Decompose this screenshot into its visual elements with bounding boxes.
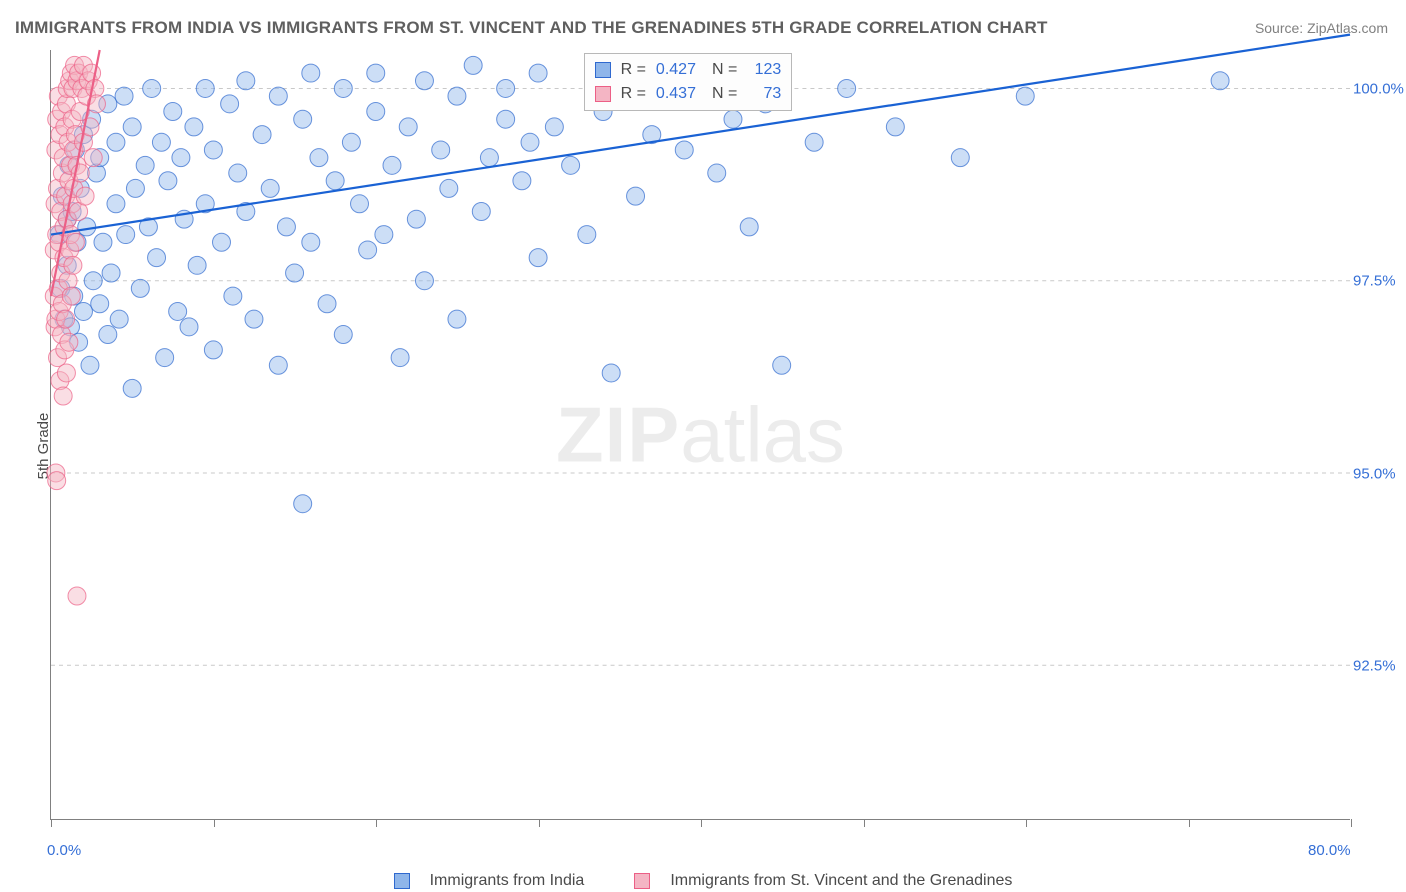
x-tick: [539, 819, 540, 827]
legend-bottom-label-0: Immigrants from India: [430, 872, 585, 890]
legend-r-label-0: R =: [621, 61, 646, 79]
legend-stats-box: R = 0.427 N = 123 R = 0.437 N = 73: [584, 53, 793, 111]
x-axis-max-label: 80.0%: [1308, 842, 1351, 859]
x-tick: [51, 819, 52, 827]
x-axis-min-label: 0.0%: [47, 842, 81, 859]
x-tick: [214, 819, 215, 827]
legend-r-label-1: R =: [621, 85, 646, 103]
x-tick: [1351, 819, 1352, 827]
legend-swatch-0: [595, 62, 611, 78]
y-tick-label: 100.0%: [1353, 80, 1406, 97]
plot-svg: [51, 50, 1350, 819]
legend-n-label-1: N =: [712, 85, 737, 103]
legend-bottom: Immigrants from India Immigrants from St…: [0, 872, 1406, 890]
legend-row-0: R = 0.427 N = 123: [595, 58, 782, 82]
legend-bottom-label-1: Immigrants from St. Vincent and the Gren…: [670, 872, 1012, 890]
legend-n-label-0: N =: [712, 61, 737, 79]
x-tick: [1189, 819, 1190, 827]
y-tick-label: 92.5%: [1353, 658, 1406, 675]
legend-bottom-swatch-1: [634, 873, 650, 889]
legend-n-value-1: 73: [747, 85, 781, 103]
legend-row-1: R = 0.437 N = 73: [595, 82, 782, 106]
y-tick-label: 97.5%: [1353, 273, 1406, 290]
source-label: Source: ZipAtlas.com: [1255, 20, 1388, 36]
y-tick-label: 95.0%: [1353, 465, 1406, 482]
legend-r-value-0: 0.427: [656, 61, 696, 79]
chart-title: IMMIGRANTS FROM INDIA VS IMMIGRANTS FROM…: [15, 18, 1048, 38]
x-tick: [701, 819, 702, 827]
legend-r-value-1: 0.437: [656, 85, 696, 103]
legend-swatch-1: [595, 86, 611, 102]
x-tick: [864, 819, 865, 827]
x-tick: [1026, 819, 1027, 827]
legend-n-value-0: 123: [747, 61, 781, 79]
x-tick: [376, 819, 377, 827]
plot-area: ZIPatlas R = 0.427 N = 123 R = 0.437 N =…: [50, 50, 1350, 820]
legend-bottom-swatch-0: [394, 873, 410, 889]
